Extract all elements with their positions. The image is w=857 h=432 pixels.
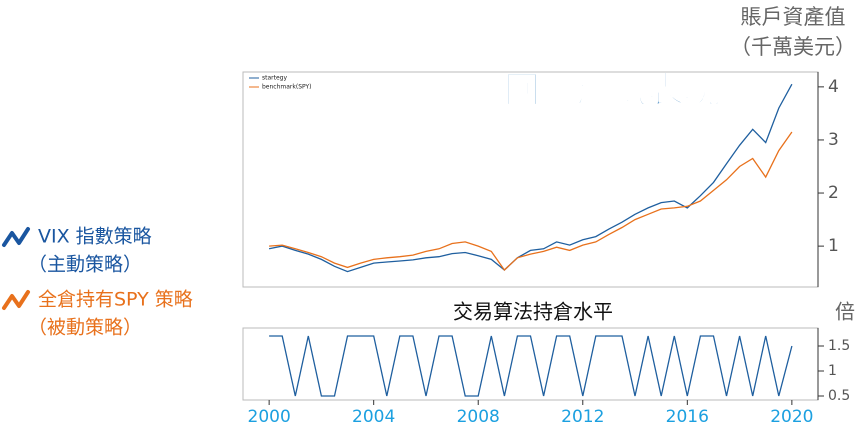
data-line xyxy=(268,83,793,273)
legend-icon xyxy=(2,290,30,310)
y-tick-label: 1 xyxy=(828,363,837,379)
y-tick-label: 3 xyxy=(828,130,839,150)
data-line xyxy=(269,335,793,397)
legend-label: startegy xyxy=(262,75,287,82)
y-tick-label: 0.5 xyxy=(828,388,850,404)
subchart-title: 交易算法持倉水平 xyxy=(453,300,613,324)
legend-label: VIX 指數策略 xyxy=(38,226,152,248)
legend-note: （主動策略） xyxy=(28,254,142,276)
x-tick-label: 2000 xyxy=(248,407,291,427)
legend-icon xyxy=(2,227,30,247)
y-axis-label: 倍 xyxy=(835,300,855,324)
data-line xyxy=(269,131,793,271)
y-tick-label: 1.5 xyxy=(828,338,850,354)
x-tick-label: 2016 xyxy=(666,407,709,427)
x-tick-label: 2008 xyxy=(457,407,500,427)
x-tick-label: 2004 xyxy=(352,407,395,427)
legend-note: （被動策略） xyxy=(28,317,142,339)
legend-label: benchmark(SPY) xyxy=(262,84,312,91)
y-tick-label: 4 xyxy=(828,77,839,97)
x-tick-label: 2020 xyxy=(770,407,813,427)
x-tick-label: 2012 xyxy=(561,407,604,427)
chart-title: 回歸測試表現 xyxy=(504,70,720,111)
y-axis-label: 賬戶資產值 xyxy=(741,5,846,29)
y-tick-label: 1 xyxy=(828,236,839,256)
y-axis-unit: （千萬美元） xyxy=(730,35,856,59)
legend-label: 全倉持有SPY 策略 xyxy=(38,289,193,311)
y-tick-label: 2 xyxy=(828,183,839,203)
